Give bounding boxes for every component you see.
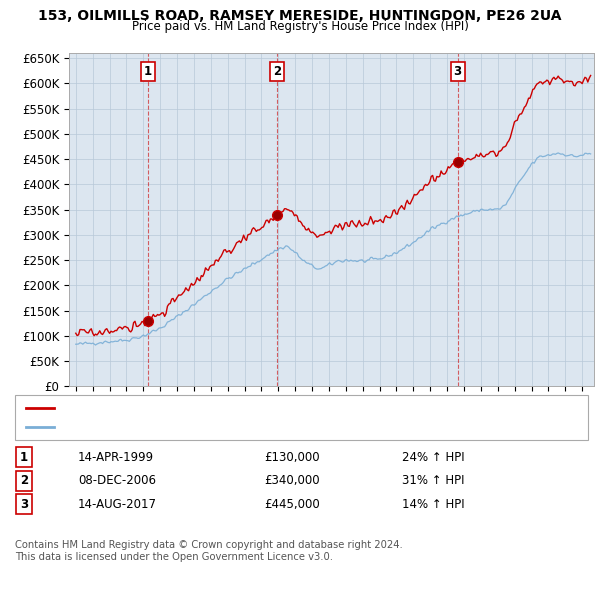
Text: £445,000: £445,000 [264, 498, 320, 511]
Text: 153, OILMILLS ROAD, RAMSEY MERESIDE, HUNTINGDON, PE26 2UA (detached house): 153, OILMILLS ROAD, RAMSEY MERESIDE, HUN… [60, 403, 503, 412]
Text: Contains HM Land Registry data © Crown copyright and database right 2024.: Contains HM Land Registry data © Crown c… [15, 540, 403, 550]
Text: HPI: Average price, detached house, Huntingdonshire: HPI: Average price, detached house, Hunt… [60, 422, 340, 432]
Text: 2: 2 [273, 65, 281, 78]
Text: 08-DEC-2006: 08-DEC-2006 [78, 474, 156, 487]
Text: £340,000: £340,000 [264, 474, 320, 487]
Text: 3: 3 [20, 498, 28, 511]
Text: 153, OILMILLS ROAD, RAMSEY MERESIDE, HUNTINGDON, PE26 2UA: 153, OILMILLS ROAD, RAMSEY MERESIDE, HUN… [38, 9, 562, 23]
Text: 14-AUG-2017: 14-AUG-2017 [78, 498, 157, 511]
Text: This data is licensed under the Open Government Licence v3.0.: This data is licensed under the Open Gov… [15, 552, 333, 562]
Text: Price paid vs. HM Land Registry's House Price Index (HPI): Price paid vs. HM Land Registry's House … [131, 20, 469, 33]
Text: 24% ↑ HPI: 24% ↑ HPI [402, 451, 464, 464]
Text: 1: 1 [20, 451, 28, 464]
Text: 3: 3 [454, 65, 461, 78]
Text: £130,000: £130,000 [264, 451, 320, 464]
Text: 31% ↑ HPI: 31% ↑ HPI [402, 474, 464, 487]
Text: 14-APR-1999: 14-APR-1999 [78, 451, 154, 464]
Text: 14% ↑ HPI: 14% ↑ HPI [402, 498, 464, 511]
Text: 1: 1 [144, 65, 152, 78]
Text: 2: 2 [20, 474, 28, 487]
